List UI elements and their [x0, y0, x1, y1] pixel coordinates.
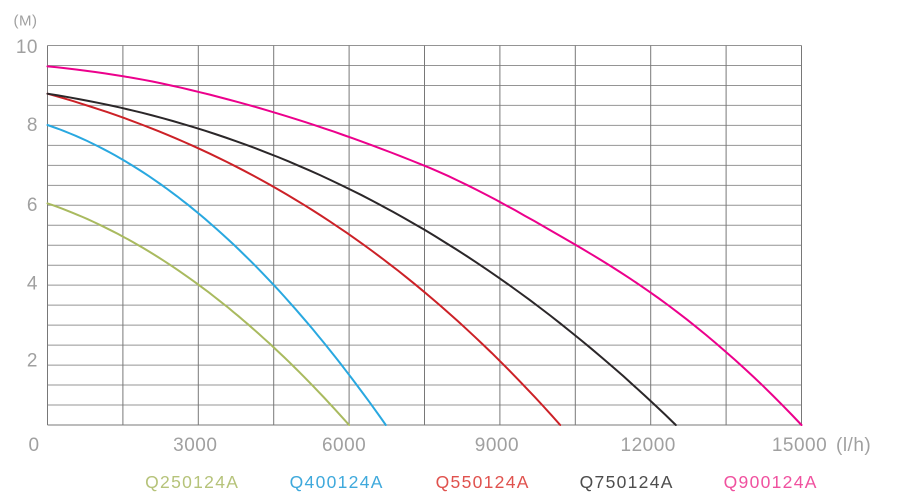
svg-text:Q250124A: Q250124A: [145, 472, 239, 492]
svg-text:12000: 12000: [621, 435, 676, 456]
svg-text:6: 6: [27, 195, 38, 216]
svg-text:9000: 9000: [475, 435, 519, 456]
svg-text:6000: 6000: [322, 435, 366, 456]
svg-text:4: 4: [27, 273, 38, 294]
svg-text:Q900124A: Q900124A: [724, 472, 818, 492]
svg-text:3000: 3000: [173, 435, 217, 456]
svg-text:8: 8: [27, 115, 38, 136]
svg-text:Q400124A: Q400124A: [290, 472, 384, 492]
svg-text:2: 2: [27, 350, 38, 371]
svg-text:Q550124A: Q550124A: [436, 472, 530, 492]
svg-text:(M): (M): [14, 13, 38, 30]
svg-text:15000: 15000: [772, 435, 827, 456]
svg-text:Q750124A: Q750124A: [580, 472, 674, 492]
svg-text:(l/h): (l/h): [836, 435, 871, 456]
svg-text:10: 10: [16, 37, 38, 58]
svg-text:0: 0: [28, 435, 39, 456]
